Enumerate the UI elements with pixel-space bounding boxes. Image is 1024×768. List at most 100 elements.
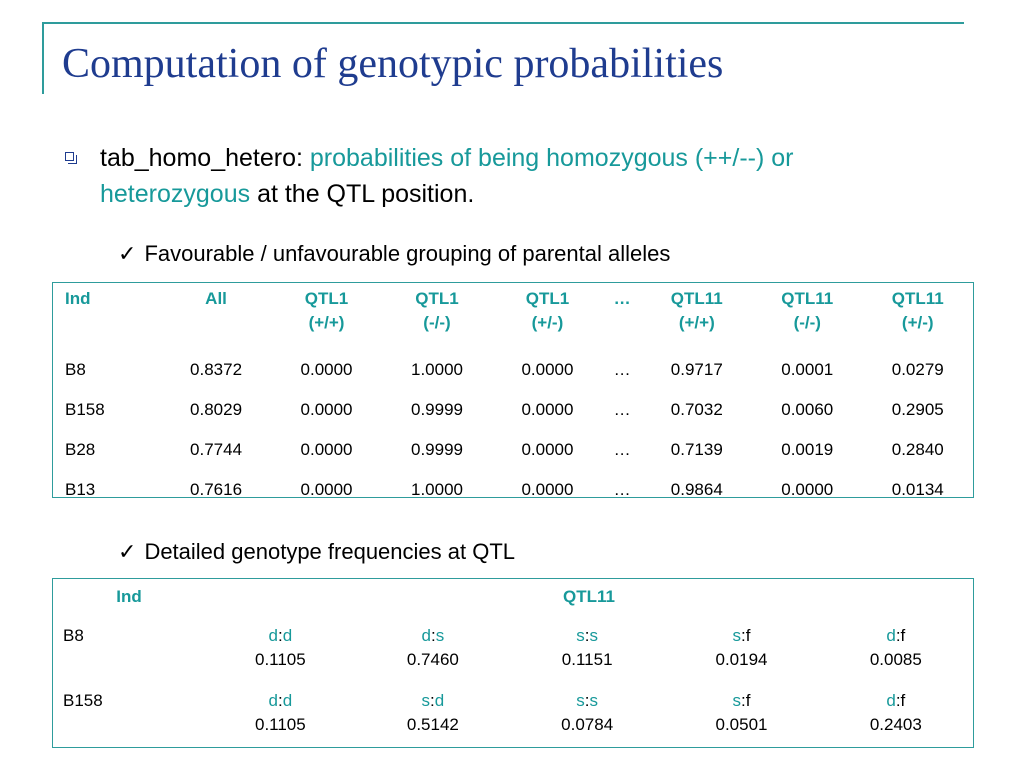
- table-cell: 0.0000: [521, 400, 574, 419]
- table-cell: 0.7616: [190, 480, 243, 499]
- allele-separator: :: [741, 626, 746, 645]
- genotype-frequency: 0.0784: [561, 715, 614, 734]
- allele-second: d: [282, 626, 293, 645]
- table-header-row: Ind QTL11: [53, 579, 973, 622]
- allele-separator: :: [430, 691, 435, 710]
- table-cell: 0.9999: [410, 400, 463, 419]
- table-cell: 0.0001: [781, 360, 834, 379]
- allele-separator: :: [741, 691, 746, 710]
- allele-second: s: [435, 626, 445, 645]
- table-cell: B158: [65, 400, 105, 419]
- header-line: QTL11: [670, 289, 723, 308]
- header-subline: (-/-): [423, 313, 451, 332]
- allele-separator: :: [584, 626, 590, 645]
- table-cell: B8: [65, 360, 86, 379]
- header-cell: QTL1 (+/-): [492, 283, 602, 350]
- header-line: Ind: [65, 289, 91, 308]
- bullet-definition-part3: at the QTL position.: [257, 180, 475, 208]
- square-bullet-icon: [65, 152, 77, 164]
- genotype-label: d:d: [206, 624, 355, 648]
- table-row: B8 0.8372 0.0000 1.0000 0.0000 … 0.9717 0.0001 0…: [53, 350, 973, 390]
- table-cell: …: [613, 440, 631, 459]
- genotype-frequency: 0.1105: [254, 650, 306, 669]
- table-cell: 0.0000: [300, 480, 353, 499]
- table-cell: 0.8372: [190, 360, 243, 379]
- table-cell: …: [613, 480, 631, 499]
- genotype-label: d:s: [357, 624, 509, 648]
- table-header-row: Ind All QTL1 (+/+) QTL1 (-/-) QTL1 (+/-) … QTL11 (…: [53, 283, 973, 350]
- table-cell: 0.0134: [891, 480, 944, 499]
- table-cell: B13: [65, 480, 96, 499]
- header-qtl11: QTL11: [563, 587, 615, 606]
- genotype-frequency: 0.0085: [869, 650, 922, 669]
- table-cell: 0.0000: [300, 440, 353, 459]
- allele-separator: :: [895, 626, 901, 645]
- allele-second: s: [589, 691, 599, 710]
- genotype-frequencies-table-box: Ind QTL11 B8 d:d 0.1105 d:s 0.7460 s:s 0.1151 s…: [52, 578, 974, 748]
- frame-left-line: [42, 22, 44, 94]
- table-cell: 0.9999: [410, 440, 463, 459]
- probabilities-table: Ind All QTL1 (+/+) QTL1 (-/-) QTL1 (+/-) … QTL11 (…: [53, 283, 973, 510]
- allele-second: f: [745, 626, 751, 645]
- allele-second: f: [900, 626, 906, 645]
- check-item-text: Detailed genotype frequencies at QTL: [144, 539, 515, 564]
- header-subline: (+/+): [678, 313, 715, 332]
- header-line: …: [613, 289, 631, 308]
- genotype-label: s:s: [511, 624, 663, 648]
- allele-second: d: [282, 691, 293, 710]
- table-cell: 0.9717: [670, 360, 723, 379]
- bullet-definition-part1: probabilities of being homozygous (++/--…: [309, 144, 794, 172]
- header-cell: All: [161, 283, 271, 350]
- genotype-frequency: 0.1105: [254, 715, 306, 734]
- allele-separator: :: [584, 691, 590, 710]
- frame-top-line: [42, 22, 964, 24]
- table-cell: 0.0000: [300, 360, 353, 379]
- genotype-frequency: 0.1151: [561, 650, 613, 669]
- genotype-frequency: 0.0194: [715, 650, 768, 669]
- header-line: QTL1: [415, 289, 459, 308]
- header-subline: (+/+): [308, 313, 345, 332]
- header-line: QTL11: [891, 289, 944, 308]
- table-cell: 0.0060: [781, 400, 834, 419]
- allele-first: s: [576, 626, 585, 645]
- genotype-label: s:s: [511, 689, 663, 713]
- header-cell: Ind: [53, 283, 161, 350]
- table-cell: 1.0000: [410, 360, 463, 379]
- genotype-cell: d:s 0.7460: [356, 622, 510, 687]
- allele-first: d: [268, 626, 278, 645]
- genotype-label: d:d: [206, 689, 355, 713]
- header-subline: (+/-): [901, 313, 934, 332]
- table-row: B158 d:d 0.1105 s:d 0.5142 s:s 0.0784 s:f 0.0501…: [53, 687, 973, 752]
- table-cell: 0.0019: [781, 440, 834, 459]
- check-item-grouping: ✓ Favourable / unfavourable grouping of p…: [118, 240, 670, 268]
- genotype-cell: s:f 0.0194: [664, 622, 818, 687]
- bullet-text: tab_homo_hetero: probabilities of being …: [100, 140, 980, 212]
- table-row: B158 0.8029 0.0000 0.9999 0.0000 … 0.7032 0.006…: [53, 390, 973, 430]
- genotype-cell: s:d 0.5142: [356, 687, 510, 752]
- table-row: B13 0.7616 0.0000 1.0000 0.0000 … 0.9864 0.0000…: [53, 470, 973, 510]
- table-cell: 0.7744: [190, 440, 243, 459]
- genotype-cell: s:s 0.0784: [510, 687, 664, 752]
- allele-second: d: [434, 691, 445, 710]
- table-cell: 0.9864: [670, 480, 723, 499]
- allele-first: d: [886, 626, 896, 645]
- table-cell: 0.0000: [521, 360, 574, 379]
- allele-separator: :: [277, 691, 283, 710]
- table-cell: 0.0000: [521, 480, 574, 499]
- genotype-cell: d:f 0.2403: [819, 687, 973, 752]
- genotype-cell: s:f 0.0501: [664, 687, 818, 752]
- allele-second: f: [900, 691, 906, 710]
- allele-first: d: [886, 691, 896, 710]
- genotype-frequency: 0.5142: [406, 715, 459, 734]
- header-line: QTL1: [525, 289, 570, 308]
- genotype-label: s:d: [357, 689, 509, 713]
- individual-cell: B8: [63, 626, 84, 645]
- allele-first: d: [268, 691, 278, 710]
- table-cell: 1.0000: [410, 480, 463, 499]
- table-cell: …: [613, 400, 631, 419]
- table-row: B8 d:d 0.1105 d:s 0.7460 s:s 0.1151 s:f 0.0194 d:…: [53, 622, 973, 687]
- genotype-frequency: 0.7460: [406, 650, 459, 669]
- allele-separator: :: [430, 626, 436, 645]
- table-row: B28 0.7744 0.0000 0.9999 0.0000 … 0.7139 0.0019…: [53, 430, 973, 470]
- allele-first: s: [421, 691, 431, 710]
